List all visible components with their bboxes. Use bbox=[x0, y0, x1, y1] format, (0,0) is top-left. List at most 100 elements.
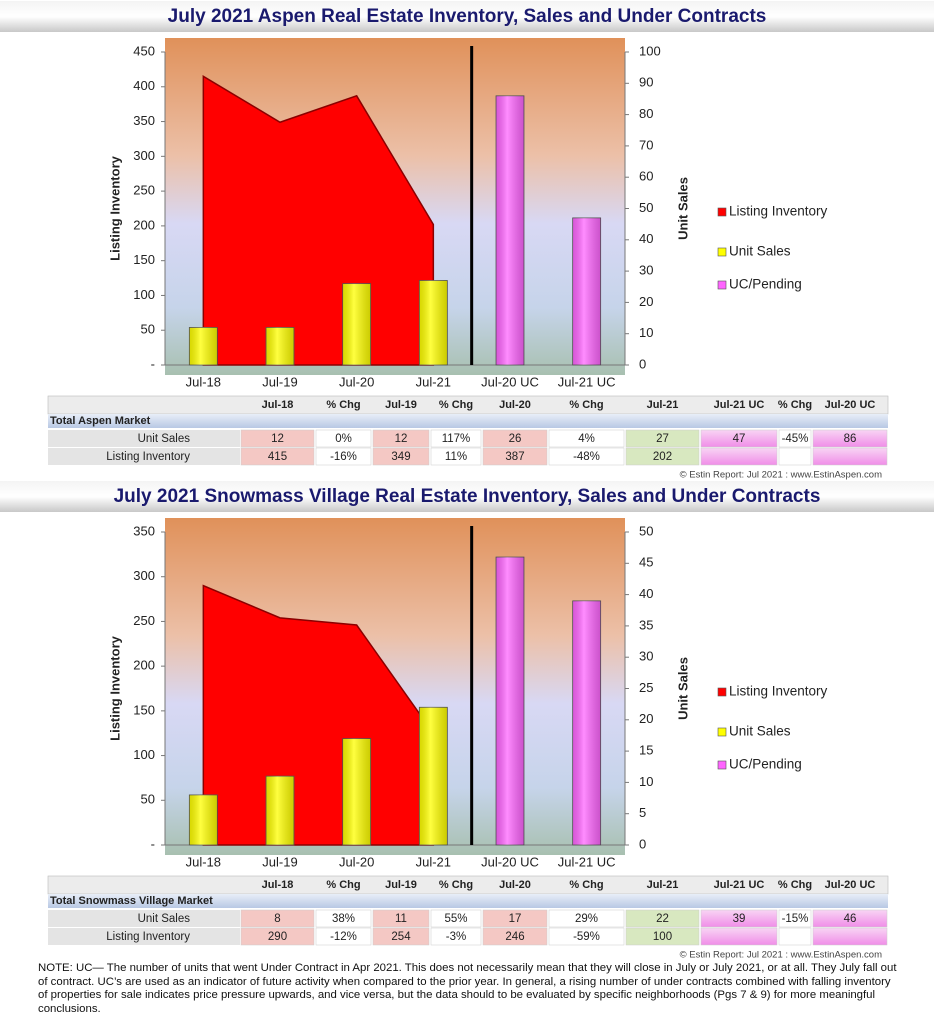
table-header: Jul-20 UC bbox=[825, 399, 876, 411]
table-cell: 47 bbox=[733, 433, 746, 445]
chart: July 2021 Aspen Real Estate Inventory, S… bbox=[0, 1, 934, 961]
y2-tick-label: 90 bbox=[639, 75, 653, 90]
y2-tick-label: 50 bbox=[639, 523, 653, 538]
table-cell: 4% bbox=[578, 433, 595, 445]
y2-tick-label: 100 bbox=[639, 43, 661, 58]
legend-label: Listing Inventory bbox=[729, 204, 828, 219]
table-cell-bg bbox=[482, 447, 548, 466]
table-section-bg bbox=[48, 414, 888, 428]
bar-shade bbox=[266, 327, 294, 365]
y-axis-title: Listing Inventory bbox=[107, 155, 122, 261]
table-header: Jul-19 bbox=[385, 879, 417, 891]
table-row-label: Unit Sales bbox=[138, 433, 191, 445]
y-tick-label: 300 bbox=[133, 148, 155, 163]
table-cell: 0% bbox=[335, 433, 352, 445]
table-header: % Chg bbox=[326, 879, 360, 891]
legend-swatch bbox=[717, 687, 727, 697]
table-cell-bg bbox=[430, 927, 482, 946]
table-cell: 254 bbox=[391, 931, 411, 943]
y-tick-label: 100 bbox=[133, 747, 155, 762]
x-tick-label: Jul-21 bbox=[416, 374, 451, 389]
table-cell-bg bbox=[240, 909, 315, 928]
x-tick-label: Jul-20 bbox=[339, 374, 374, 389]
table-cell-bg bbox=[812, 447, 888, 466]
y-tick-label: 200 bbox=[133, 658, 155, 673]
y2-tick-label: 25 bbox=[639, 680, 653, 695]
table-cell: 8 bbox=[274, 913, 280, 925]
table-cell: 290 bbox=[268, 931, 287, 943]
legend-label: Unit Sales bbox=[729, 724, 791, 739]
y-tick-label: 50 bbox=[141, 322, 155, 337]
x-tick-label: Jul-21 UC bbox=[558, 374, 616, 389]
table-cell: 39 bbox=[733, 913, 746, 925]
table-cell: 38% bbox=[332, 913, 355, 925]
x-tick-label: Jul-20 UC bbox=[481, 854, 539, 869]
y2-tick-label: 70 bbox=[639, 137, 653, 152]
table-header: Jul-20 bbox=[499, 399, 531, 411]
table-header: Jul-21 bbox=[647, 879, 679, 891]
legend-label: UC/Pending bbox=[729, 757, 802, 772]
table-cell: 117% bbox=[442, 433, 471, 445]
table-cell-bg bbox=[315, 429, 372, 448]
table-header: Jul-21 UC bbox=[714, 879, 765, 891]
table-row-bg bbox=[48, 448, 240, 465]
table-section-bg bbox=[48, 894, 888, 908]
legend-label: Listing Inventory bbox=[729, 684, 828, 699]
table-cell-bg bbox=[700, 447, 778, 466]
y-tick-label: 250 bbox=[133, 183, 155, 198]
table-header: Jul-18 bbox=[262, 399, 294, 411]
table-cell-bg bbox=[625, 429, 700, 448]
x-tick-label: Jul-19 bbox=[262, 854, 297, 869]
y2-tick-label: 0 bbox=[639, 356, 646, 371]
x-tick-label: Jul-18 bbox=[186, 374, 221, 389]
table-cell-bg bbox=[372, 909, 430, 928]
legend-swatch bbox=[717, 760, 727, 770]
table-header: % Chg bbox=[778, 399, 812, 411]
y2-tick-label: 20 bbox=[639, 711, 653, 726]
table-cell-bg bbox=[548, 447, 625, 466]
table-cell-bg bbox=[240, 927, 315, 946]
table-header: Jul-18 bbox=[262, 879, 294, 891]
table-cell-bg bbox=[482, 429, 548, 448]
table-cell: 27 bbox=[656, 433, 669, 445]
table-section: Total Aspen Market bbox=[50, 415, 151, 427]
table-cell-bg bbox=[372, 447, 430, 466]
bar-shade bbox=[342, 738, 371, 845]
table-cell-bg bbox=[548, 909, 625, 928]
table-cell-bg bbox=[625, 909, 700, 928]
y2-tick-label: 45 bbox=[639, 555, 653, 570]
table-cell-bg bbox=[700, 927, 778, 946]
bar-shade bbox=[572, 217, 601, 365]
table-cell: 12 bbox=[395, 433, 408, 445]
y2-tick-label: 40 bbox=[639, 586, 653, 601]
table-cell: 29% bbox=[575, 913, 598, 925]
table-header: Jul-20 UC bbox=[825, 879, 876, 891]
table-cell: -3% bbox=[446, 931, 466, 943]
y-tick-label: 250 bbox=[133, 613, 155, 628]
table-cell: 26 bbox=[509, 433, 522, 445]
x-tick-label: Jul-20 bbox=[339, 854, 374, 869]
y2-tick-label: 35 bbox=[639, 617, 653, 632]
y2-axis-title: Unit Sales bbox=[675, 657, 690, 720]
table-header: Jul-21 UC bbox=[714, 399, 765, 411]
y-tick-label: 450 bbox=[133, 43, 155, 58]
legend-swatch bbox=[717, 727, 727, 737]
title-band bbox=[0, 1, 934, 32]
y2-tick-label: 80 bbox=[639, 106, 653, 121]
y2-tick-label: 50 bbox=[639, 200, 653, 215]
bar-shade bbox=[496, 95, 524, 365]
y2-axis-title: Unit Sales bbox=[675, 177, 690, 240]
y-tick-label: 50 bbox=[141, 792, 155, 807]
table-cell: 86 bbox=[844, 433, 857, 445]
table-cell: -16% bbox=[330, 451, 357, 463]
table-cell: -48% bbox=[573, 451, 600, 463]
table-cell-bg bbox=[700, 909, 778, 928]
table-cell-bg bbox=[240, 429, 315, 448]
table-row-bg bbox=[48, 928, 240, 945]
table-header: % Chg bbox=[569, 399, 603, 411]
table-header: Jul-21 bbox=[647, 399, 679, 411]
table-section: Total Snowmass Village Market bbox=[50, 895, 213, 907]
table-cell-bg bbox=[240, 447, 315, 466]
table-row-label: Listing Inventory bbox=[106, 451, 190, 463]
table-cell: 349 bbox=[391, 451, 410, 463]
